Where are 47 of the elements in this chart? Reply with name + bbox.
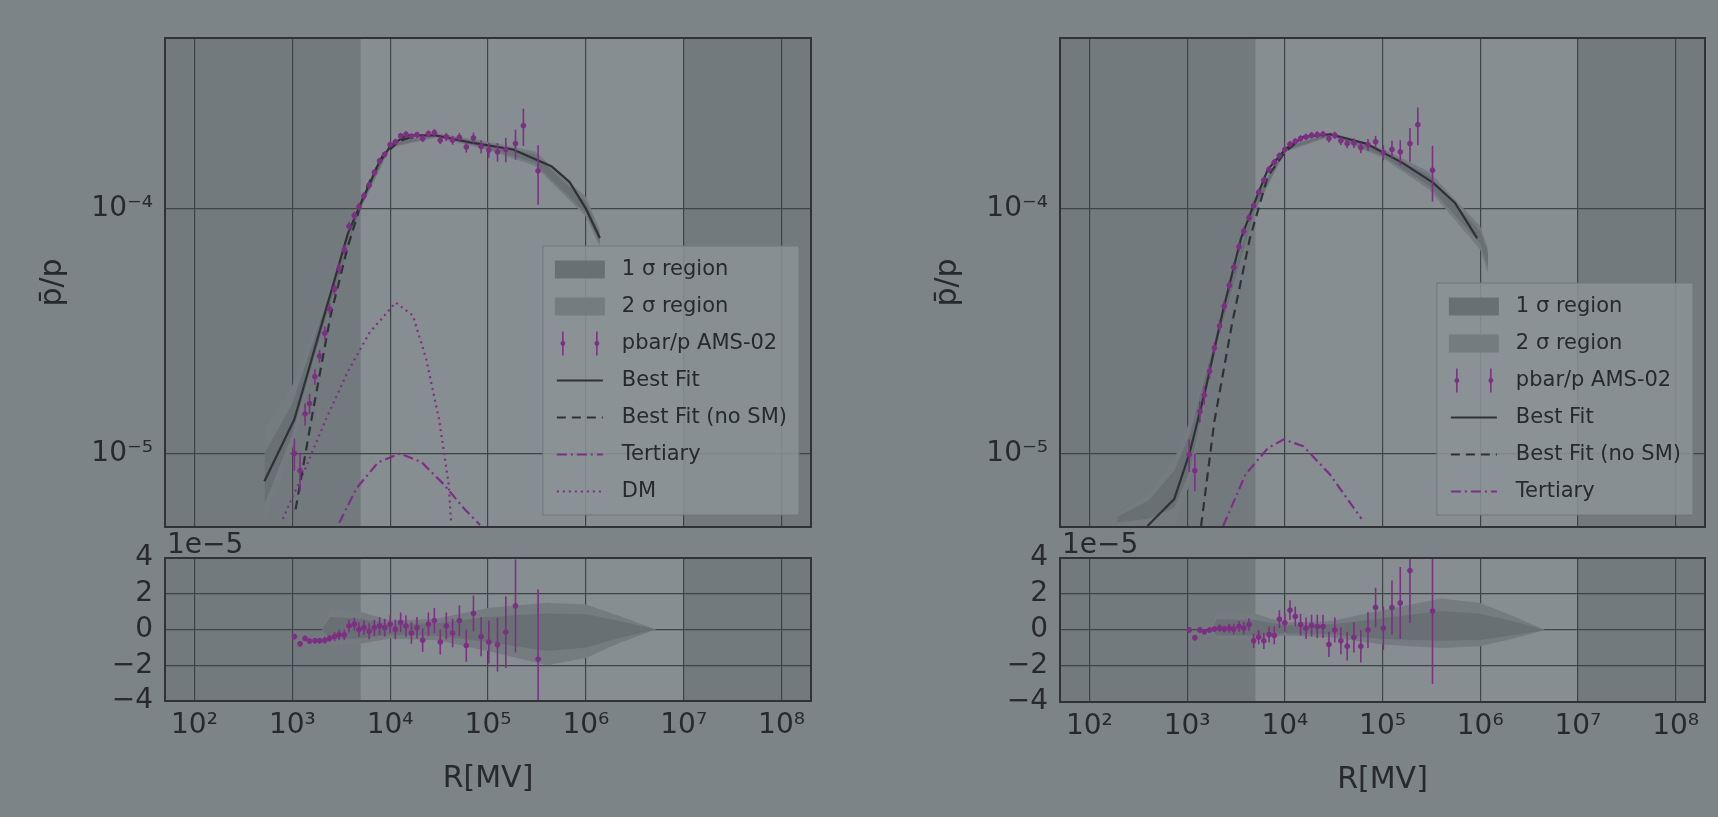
- y-tick-label: 10⁻⁵: [91, 434, 153, 468]
- legend-label: pbar/p AMS-02: [1515, 366, 1672, 391]
- y-axis-title: p̄/p: [32, 258, 68, 307]
- legend-label: pbar/p AMS-02: [621, 329, 778, 354]
- legend-label: Tertiary: [620, 440, 701, 465]
- x-tick-label: 10⁶: [562, 707, 610, 741]
- x-tick-label: 10⁴: [366, 707, 414, 741]
- y-tick-label: 0: [135, 610, 153, 644]
- legend-label: 1 σ region: [1515, 292, 1623, 317]
- x-tick-label: 10⁵: [1359, 708, 1406, 742]
- y-tick-label: 4: [1030, 539, 1048, 573]
- x-axis-title: R[MV]: [442, 758, 534, 794]
- x-tick-label: 10⁷: [660, 707, 708, 741]
- x-axis-title: R[MV]: [1337, 759, 1428, 795]
- y-tick-label: 10⁻⁴: [986, 190, 1048, 224]
- y-tick-label: −4: [111, 682, 153, 716]
- x-tick-label: 10²: [1065, 708, 1113, 742]
- legend-label: Best Fit (no SM): [1515, 440, 1681, 465]
- y-axis-title: p̄/p: [927, 258, 963, 307]
- annotation: 1e−5: [167, 527, 244, 561]
- legend-label: 2 σ region: [1515, 329, 1623, 354]
- x-tick-label: 10⁸: [758, 707, 805, 741]
- annotation: 1e−5: [1062, 527, 1139, 561]
- x-tick-label: 10²: [171, 707, 218, 741]
- y-tick-label: 0: [1030, 611, 1048, 645]
- x-tick-label: 10⁶: [1456, 708, 1504, 742]
- y-tick-label: 2: [135, 575, 153, 609]
- y-tick-label: −2: [1006, 647, 1048, 681]
- y-tick-label: 2: [1030, 575, 1048, 609]
- legend-label: Tertiary: [1514, 477, 1595, 502]
- x-tick-label: 10³: [1163, 708, 1211, 742]
- y-tick-label: −2: [111, 646, 153, 680]
- x-tick-label: 10³: [268, 707, 316, 741]
- x-tick-label: 10⁵: [464, 707, 512, 741]
- legend-label: 1 σ region: [621, 255, 729, 280]
- legend-label: Best Fit: [621, 366, 700, 391]
- legend-label: Best Fit: [1515, 403, 1594, 428]
- y-tick-label: 10⁻⁴: [91, 190, 153, 224]
- x-tick-label: 10⁴: [1261, 708, 1309, 742]
- y-tick-label: 10⁻⁵: [986, 434, 1048, 468]
- legend-label: 2 σ region: [621, 292, 729, 317]
- x-tick-label: 10⁸: [1652, 708, 1700, 742]
- legend-label: DM: [621, 477, 657, 502]
- legend-label: Best Fit (no SM): [621, 403, 787, 428]
- x-tick-label: 10⁷: [1554, 708, 1602, 742]
- y-tick-label: −4: [1006, 683, 1048, 717]
- y-tick-label: 4: [135, 539, 153, 573]
